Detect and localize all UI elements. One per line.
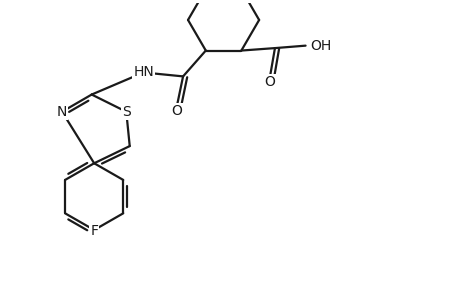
Text: O: O (264, 76, 275, 89)
Text: O: O (171, 104, 182, 118)
Text: F: F (90, 224, 98, 238)
Text: OH: OH (310, 39, 331, 52)
Text: S: S (122, 105, 130, 119)
Text: HN: HN (133, 65, 154, 80)
Text: N: N (57, 105, 67, 119)
